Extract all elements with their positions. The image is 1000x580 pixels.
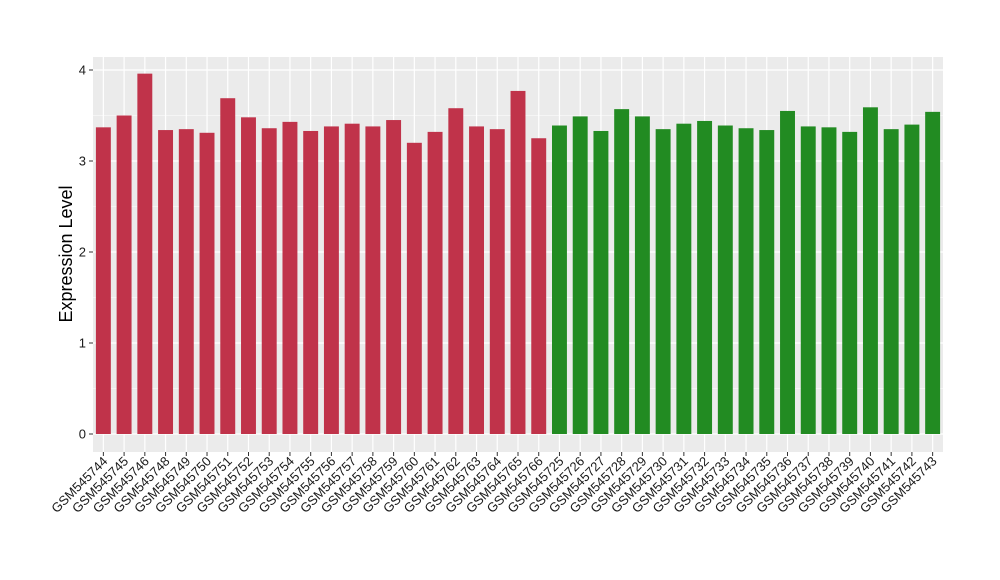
y-tick-label: 2: [79, 245, 86, 260]
bar-GSM545751: [220, 98, 236, 435]
y-tick-label: 1: [79, 336, 86, 351]
bar-GSM545726: [572, 116, 588, 434]
bar-GSM545758: [365, 126, 381, 435]
bar-GSM545759: [386, 120, 402, 435]
bar-GSM545755: [303, 130, 319, 434]
bar-GSM545741: [883, 129, 899, 434]
bar-GSM545729: [634, 116, 650, 434]
bar-GSM545746: [137, 73, 153, 434]
bar-GSM545748: [158, 130, 174, 434]
bar-GSM545763: [469, 126, 484, 435]
y-tick-label: 4: [79, 63, 86, 78]
bar-GSM545740: [862, 107, 878, 434]
y-axis: 0 1 2 3 4: [79, 63, 93, 442]
bars: [95, 73, 941, 435]
bar-GSM545764: [489, 129, 505, 434]
y-axis-title: Expression Level: [56, 185, 76, 322]
bar-GSM545735: [759, 130, 775, 434]
bar-GSM545754: [282, 121, 298, 435]
bar-GSM545766: [531, 138, 547, 434]
bar-GSM545753: [261, 128, 277, 435]
y-tick-label: 3: [79, 154, 86, 169]
x-axis: GSM545744GSM545745GSM545746GSM545748GSM5…: [48, 452, 940, 516]
bar-GSM545738: [821, 127, 837, 434]
bar-GSM545728: [614, 109, 630, 434]
bar-GSM545742: [904, 124, 920, 434]
bar-GSM545733: [717, 125, 733, 434]
y-tick-label: 0: [79, 427, 86, 442]
bar-GSM545756: [323, 126, 339, 435]
bar-GSM545727: [593, 130, 609, 434]
bar-GSM545734: [738, 128, 754, 435]
bar-GSM545739: [842, 131, 858, 434]
bar-GSM545730: [655, 129, 671, 434]
bar-GSM545731: [676, 123, 692, 434]
bar-GSM545762: [448, 108, 464, 434]
bar-GSM545760: [406, 142, 422, 435]
bar-GSM545750: [199, 132, 215, 435]
bar-GSM545749: [178, 129, 194, 434]
bar-GSM545765: [510, 90, 526, 435]
bar-GSM545743: [925, 111, 941, 435]
bar-GSM545744: [95, 127, 111, 434]
bar-GSM545732: [697, 120, 713, 435]
bar-GSM545761: [427, 131, 443, 434]
bar-GSM545745: [116, 115, 132, 434]
bar-GSM545736: [780, 110, 795, 434]
bar-GSM545725: [552, 125, 567, 434]
bar-GSM545757: [344, 123, 360, 434]
bar-GSM545752: [241, 117, 256, 434]
bar-GSM545737: [800, 126, 816, 435]
